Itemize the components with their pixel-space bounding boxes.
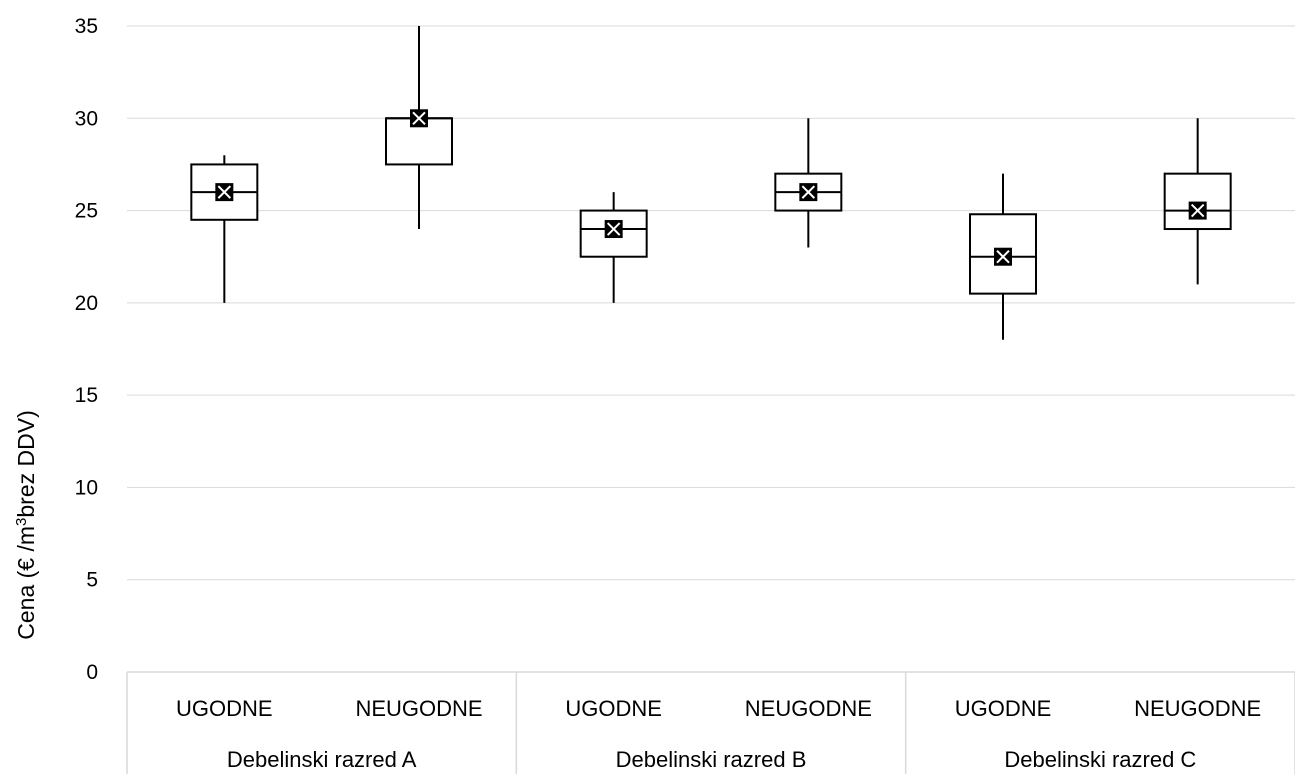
mean-marker-cross <box>801 185 816 199</box>
y-tick-label: 20 <box>75 292 98 315</box>
mean-marker-cross <box>606 222 621 236</box>
mean-marker <box>799 183 818 202</box>
x-category-label: NEUGODNE <box>1134 696 1261 721</box>
mean-marker-cross <box>996 250 1010 264</box>
x-axis: UGODNE NEUGODNE UGODNE NEUGODNE UGODNE NEUGOD… <box>126 671 1295 774</box>
x-category-label: UGODNE <box>565 696 662 721</box>
x-group-label: Debelinski razred A <box>227 747 417 772</box>
y-tick-label: 10 <box>75 476 98 499</box>
x-category-label: UGODNE <box>176 696 273 721</box>
x-group-label: Debelinski razred B <box>616 747 807 772</box>
x-category-label: NEUGODNE <box>355 696 482 721</box>
mean-marker <box>410 109 428 128</box>
x-group-label: Debelinski razred C <box>1004 747 1196 772</box>
y-tick-label: 35 <box>75 15 98 38</box>
y-axis-title-part-1: Cena (€ /m <box>13 526 39 640</box>
box-2 <box>385 26 453 230</box>
y-tick-label: 25 <box>75 200 98 223</box>
mean-marker-cross <box>217 185 232 199</box>
mean-marker-cross <box>1190 203 1205 218</box>
mean-marker <box>1188 201 1207 220</box>
x-category-label: NEUGODNE <box>745 696 872 721</box>
box-3 <box>579 192 648 303</box>
y-tick-label: 30 <box>75 107 98 130</box>
y-tick-label: 0 <box>86 661 98 684</box>
x-category-label: UGODNE <box>955 696 1052 721</box>
mean-marker <box>604 220 623 239</box>
y-tick-label: 15 <box>75 384 98 407</box>
mean-marker-cross <box>412 111 426 125</box>
y-tick-label: 5 <box>86 569 98 592</box>
box-6 <box>1163 118 1232 285</box>
gridlines <box>127 25 1295 581</box>
box-iqr <box>1163 172 1232 231</box>
mean-marker <box>215 183 234 202</box>
y-axis-ticks: 0 5 10 15 20 25 30 35 <box>75 15 98 684</box>
boxes <box>190 26 1232 340</box>
mean-marker <box>994 247 1012 266</box>
box-4 <box>774 118 843 248</box>
y-axis-title-part-2: brez DDV) <box>13 410 39 517</box>
y-axis-title: Cena (€ /m3brez DDV) <box>13 410 40 639</box>
box-5 <box>969 173 1037 340</box>
box-1 <box>190 155 259 303</box>
y-axis-title-superscript: 3 <box>13 518 30 526</box>
